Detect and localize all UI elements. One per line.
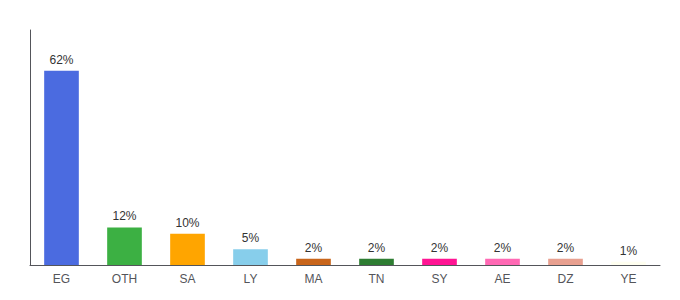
- svg-text:1%: 1%: [620, 244, 638, 258]
- svg-text:YE: YE: [620, 272, 636, 286]
- svg-text:AE: AE: [494, 272, 510, 286]
- svg-text:12%: 12%: [112, 209, 136, 223]
- svg-text:62%: 62%: [49, 53, 73, 67]
- svg-text:10%: 10%: [175, 216, 199, 230]
- svg-text:5%: 5%: [242, 231, 260, 245]
- svg-text:SY: SY: [431, 272, 447, 286]
- svg-text:EG: EG: [53, 272, 70, 286]
- svg-text:2%: 2%: [368, 241, 386, 255]
- svg-text:2%: 2%: [305, 241, 323, 255]
- svg-text:SA: SA: [179, 272, 195, 286]
- svg-text:LY: LY: [244, 272, 258, 286]
- svg-text:TN: TN: [369, 272, 385, 286]
- svg-text:2%: 2%: [494, 241, 512, 255]
- svg-text:MA: MA: [305, 272, 323, 286]
- svg-text:OTH: OTH: [112, 272, 137, 286]
- svg-text:2%: 2%: [557, 241, 575, 255]
- svg-text:DZ: DZ: [558, 272, 574, 286]
- svg-text:2%: 2%: [431, 241, 449, 255]
